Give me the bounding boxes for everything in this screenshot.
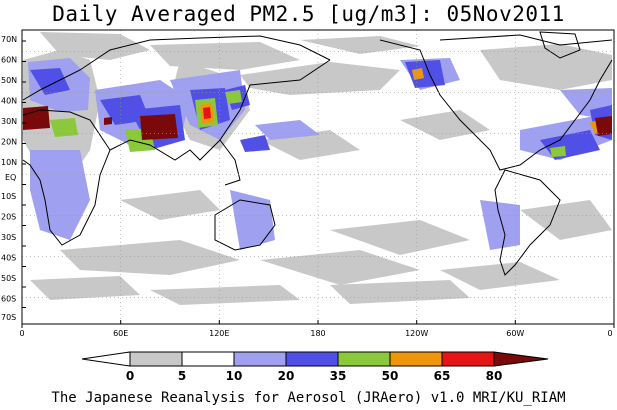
colorbar-label: 65 bbox=[434, 369, 451, 383]
colorbar-label: 80 bbox=[486, 369, 503, 383]
colorbar-bin bbox=[181, 351, 235, 367]
lon-label: 0 bbox=[19, 329, 24, 338]
lat-label: 20N bbox=[1, 138, 17, 147]
colorbar-bin bbox=[389, 351, 443, 367]
lon-label: 60E bbox=[113, 329, 128, 338]
lat-ticks bbox=[22, 40, 26, 308]
colorbar: 0 5 10 20 35 50 65 80 bbox=[81, 351, 549, 383]
colorbar-bin bbox=[285, 351, 339, 367]
colorbar-label: 35 bbox=[330, 369, 347, 383]
colorbar-label: 50 bbox=[382, 369, 399, 383]
colorbar-label: 0 bbox=[126, 369, 134, 383]
lat-label: 50N bbox=[1, 76, 17, 85]
lat-label: 30S bbox=[1, 233, 16, 242]
lat-label: 30N bbox=[1, 117, 17, 126]
lon-label: 120E bbox=[209, 329, 229, 338]
lon-label: 120W bbox=[405, 329, 428, 338]
lat-label: 20S bbox=[1, 213, 16, 222]
lat-label: 70S bbox=[1, 313, 16, 322]
colorbar-label: 10 bbox=[226, 369, 243, 383]
lat-label: 10S bbox=[1, 192, 16, 201]
map-title: Daily Averaged PM2.5 [ug/m3]: 05Nov2011 bbox=[52, 2, 565, 26]
lat-label: 60S bbox=[1, 295, 16, 304]
pm25-field-5-10 bbox=[23, 32, 612, 305]
colorbar-label: 20 bbox=[278, 369, 295, 383]
lat-label: 10N bbox=[1, 158, 17, 167]
lon-label: 60W bbox=[506, 329, 524, 338]
lat-label: 50S bbox=[1, 274, 16, 283]
colorbar-bin bbox=[493, 351, 549, 367]
graticule bbox=[22, 30, 614, 324]
colorbar-bin bbox=[233, 351, 287, 367]
credit-line: The Japanese Reanalysis for Aerosol (JRA… bbox=[51, 390, 566, 406]
lat-label: 70N bbox=[1, 35, 17, 44]
lat-label: 40N bbox=[1, 97, 17, 106]
lat-label: 40S bbox=[1, 254, 16, 263]
lon-label: 0 bbox=[607, 329, 612, 338]
lon-label: 180 bbox=[310, 329, 325, 338]
lat-label: 60N bbox=[1, 56, 17, 65]
colorbar-bin bbox=[129, 351, 183, 367]
colorbar-bin bbox=[81, 351, 131, 367]
lat-labels: 70N 60N 50N 40N 30N 20N 10N EQ 10S 20S 3… bbox=[1, 35, 17, 322]
lat-label: EQ bbox=[5, 173, 16, 182]
pm25-field-80-plus bbox=[23, 106, 612, 140]
coastlines bbox=[22, 31, 613, 276]
lon-labels: 0 60E 120E 180 120W 60W 0 bbox=[19, 329, 612, 338]
colorbar-label: 5 bbox=[178, 369, 186, 383]
colorbar-bin bbox=[441, 351, 495, 367]
lon-ticks bbox=[21, 320, 615, 328]
colorbar-bin bbox=[337, 351, 391, 367]
